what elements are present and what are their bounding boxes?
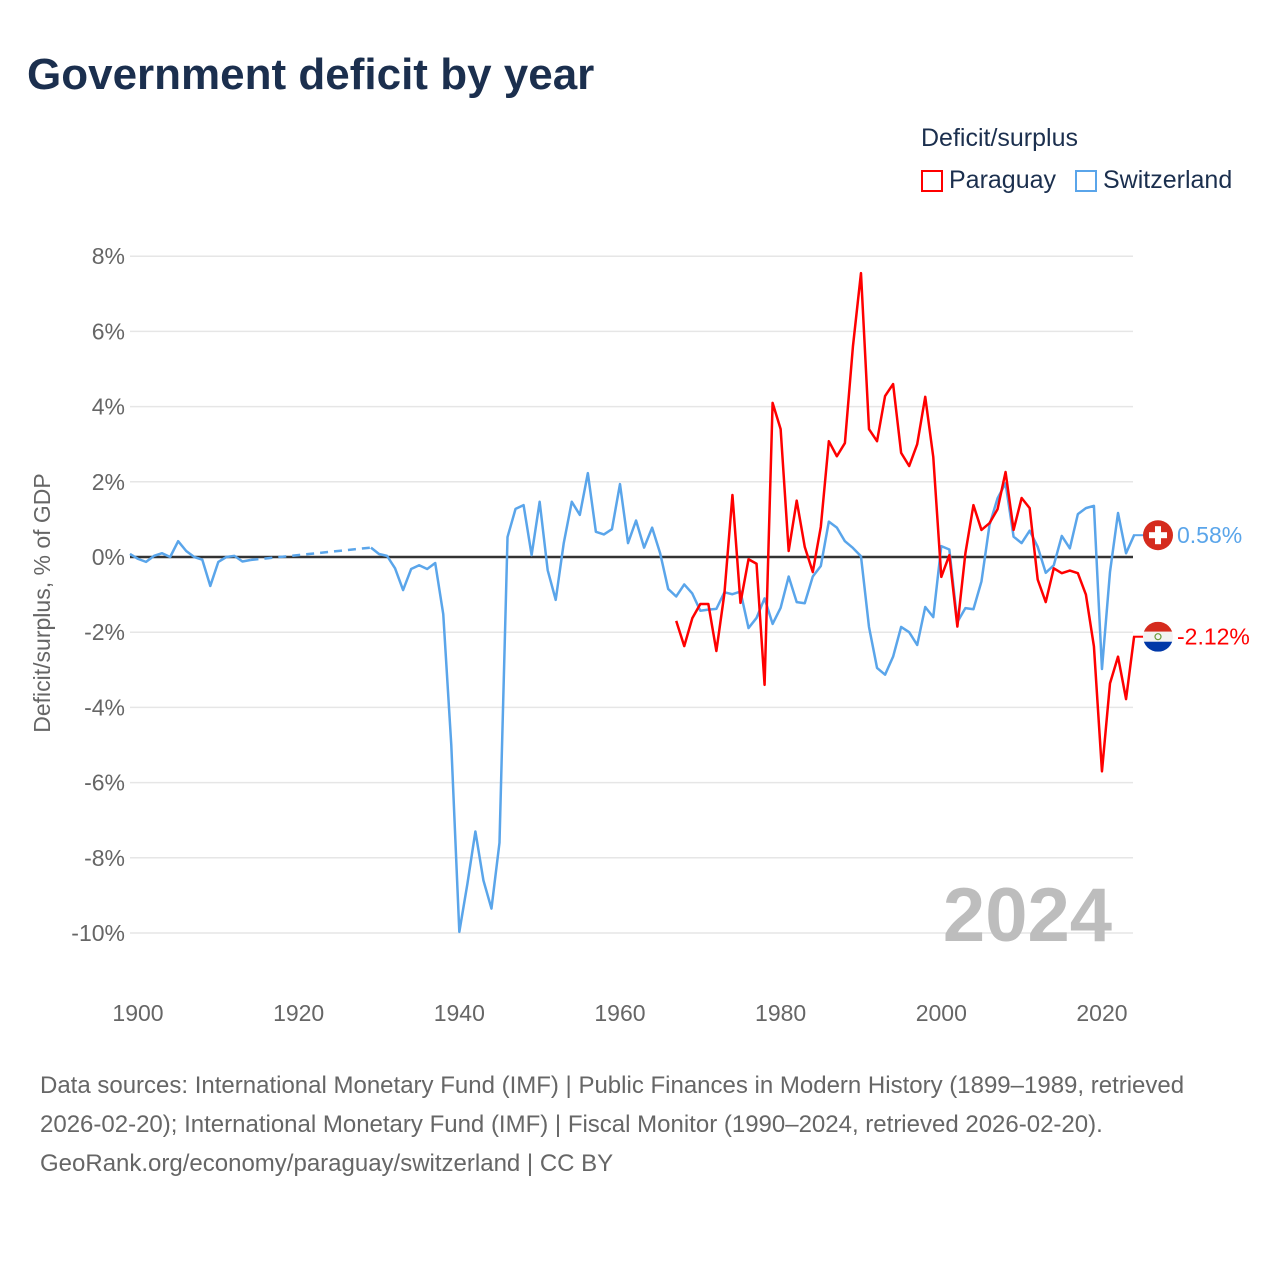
paraguay-flag-icon xyxy=(1143,621,1173,652)
y-axis-label: Deficit/surplus, % of GDP xyxy=(29,473,55,732)
x-tick-label: 1900 xyxy=(112,1000,163,1026)
x-tick-label: 1920 xyxy=(273,1000,324,1026)
footer: Data sources: International Monetary Fun… xyxy=(40,1066,1240,1183)
series-gap-dashed xyxy=(250,546,372,562)
x-tick-label: 1940 xyxy=(434,1000,485,1026)
y-tick-label: 0% xyxy=(92,544,125,570)
y-tick-label: 8% xyxy=(92,243,125,269)
y-tick-label: 4% xyxy=(92,394,125,420)
series-line xyxy=(370,471,1136,934)
flag-body xyxy=(1143,621,1173,652)
legend-swatch-paraguay xyxy=(921,169,943,192)
end-label-switzerland: 0.58% xyxy=(1177,522,1242,548)
legend-item-paraguay[interactable]: Paraguay xyxy=(921,166,1056,195)
legend-label-paraguay: Paraguay xyxy=(949,166,1057,194)
x-tick-label: 1960 xyxy=(594,1000,645,1026)
legend-label-switzerland: Switzerland xyxy=(1103,166,1233,194)
y-tick-label: -4% xyxy=(84,694,125,720)
legend-item-switzerland[interactable]: Switzerland xyxy=(1075,166,1232,195)
series-paraguay xyxy=(675,271,1136,773)
credit-link[interactable]: GeoRank.org/economy/paraguay/switzerland… xyxy=(40,1150,614,1177)
y-tick-label: -10% xyxy=(71,920,125,946)
chart-title: Government deficit by year xyxy=(27,50,595,99)
current-year-label: 2024 xyxy=(942,873,1112,958)
y-tick-label: 2% xyxy=(92,469,125,495)
series-line xyxy=(675,271,1136,773)
flag-stripe-white xyxy=(1143,631,1173,642)
y-tick-label: -8% xyxy=(84,845,125,871)
end-label-paraguay: -2.12% xyxy=(1177,624,1250,650)
flag-stripe-blue xyxy=(1143,641,1173,652)
flag-stripe-red xyxy=(1143,621,1173,632)
x-tick-label: 1980 xyxy=(755,1000,806,1026)
y-tick-label: -6% xyxy=(84,770,125,796)
data-sources: Data sources: International Monetary Fun… xyxy=(40,1072,1185,1138)
switzerland-flag-icon xyxy=(1143,520,1173,551)
x-tick-label: 2020 xyxy=(1076,1000,1127,1026)
legend-title: Deficit/surplus xyxy=(921,124,1078,152)
series-switzerland xyxy=(129,471,1136,934)
series-line xyxy=(129,539,251,588)
flag-cross xyxy=(1149,532,1167,539)
y-tick-label: 6% xyxy=(92,318,125,344)
x-tick-label: 2000 xyxy=(916,1000,967,1026)
legend-swatch-switzerland xyxy=(1075,169,1097,192)
flag-emblem xyxy=(1154,633,1162,641)
y-tick-label: -2% xyxy=(84,619,125,645)
